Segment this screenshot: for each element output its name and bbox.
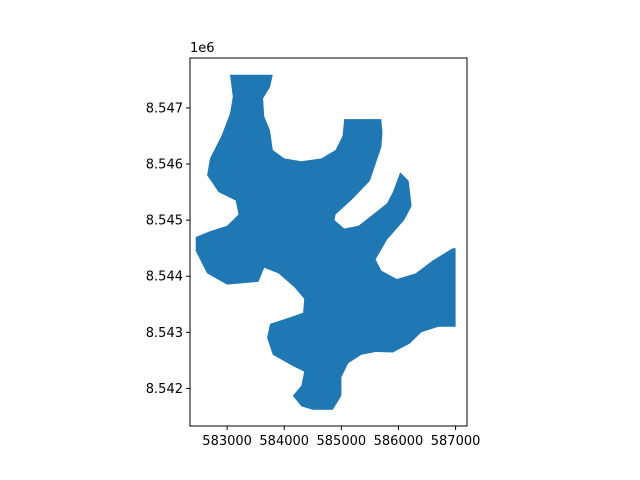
y-axis: 8.542 8.543 8.544 8.545 8.546 8.547 <box>146 101 190 397</box>
x-tick-label: 585000 <box>317 434 367 449</box>
x-tick-label: 584000 <box>259 434 309 449</box>
y-offset-label: 1e6 <box>190 41 215 56</box>
x-tick-label: 587000 <box>431 434 481 449</box>
x-tick-label: 586000 <box>374 434 424 449</box>
y-tick-label: 8.543 <box>146 326 183 341</box>
axes-frame <box>189 57 468 427</box>
y-tick-label: 8.547 <box>146 101 183 116</box>
y-tick-label: 8.546 <box>146 158 183 173</box>
y-tick-label: 8.542 <box>146 382 183 397</box>
y-tick-label: 8.544 <box>146 270 183 285</box>
area-polygon <box>195 74 456 410</box>
x-axis: 583000 584000 585000 586000 587000 <box>202 426 480 449</box>
plot-area <box>189 57 468 427</box>
y-tick-label: 8.545 <box>146 214 183 229</box>
x-tick-label: 583000 <box>202 434 252 449</box>
